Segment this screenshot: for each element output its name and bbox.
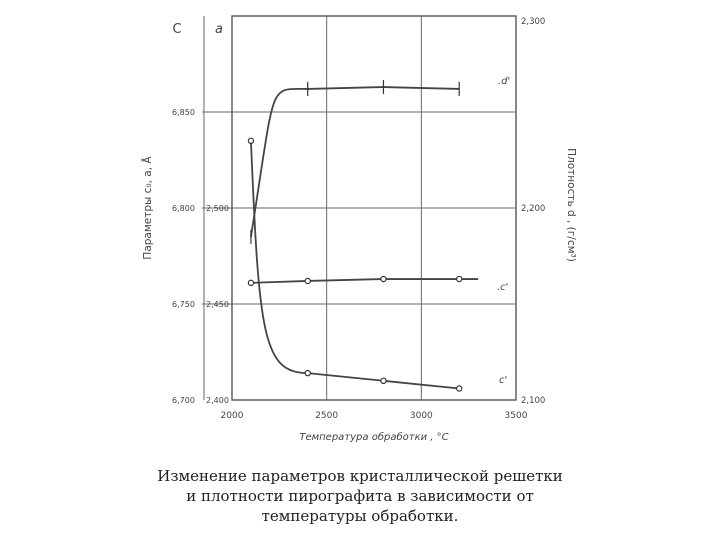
right-axis-title: Плотность d , (г/см³) — [565, 148, 577, 262]
data-point-a — [247, 279, 255, 287]
axes: 2000 2500 3000 3500 2,100 2,200 2,300 6,700 6,75… — [172, 15, 545, 421]
plot-frame — [231, 15, 517, 401]
data-point-c — [304, 369, 311, 377]
left-c-tick-label: 6,700 — [172, 396, 195, 405]
left-axis-title: Параметры с₀, а, Å — [141, 156, 154, 260]
x-tick-label: 2000 — [221, 411, 244, 421]
right-tick-label: 2,200 — [521, 204, 545, 214]
left-a-tick-label: 2,450 — [206, 300, 229, 309]
caption-line-2: и плотности пирографита в зависимости от — [186, 487, 534, 505]
data-point-a — [380, 275, 387, 283]
grid — [202, 16, 516, 400]
data-point-c — [247, 137, 255, 144]
series — [247, 80, 479, 392]
data-point-a — [456, 275, 463, 283]
left-axis-c-letter: C — [172, 22, 181, 37]
x-tick-label: 2500 — [315, 411, 338, 421]
left-c-tick-label: 6,750 — [172, 300, 195, 309]
left-c-tick-label: 6,850 — [172, 108, 195, 117]
data-point-c — [456, 385, 463, 392]
figure-caption: Изменение параметров кристаллической реш… — [150, 466, 570, 526]
x-tick-label: 3500 — [505, 411, 528, 421]
series-line-a — [250, 278, 479, 284]
right-tick-label: 2,100 — [521, 396, 545, 406]
series-line-d — [250, 86, 460, 237]
series-label-a: .c' — [497, 282, 508, 293]
left-a-tick-label: 2,400 — [206, 396, 229, 405]
left-c-tick-label: 6,800 — [172, 204, 195, 213]
series-label-d: .d' — [498, 76, 510, 87]
data-point-c — [380, 377, 387, 384]
caption-line-3: температуры обработки. — [261, 507, 459, 525]
caption-line-1: Изменение параметров кристаллической реш… — [157, 467, 563, 485]
data-point-a — [304, 277, 311, 285]
left-a-tick-label: 2,500 — [206, 204, 229, 213]
x-tick-label: 3000 — [410, 411, 433, 421]
left-axis-a-letter: a — [215, 22, 223, 37]
right-tick-label: 2,300 — [521, 17, 545, 27]
x-axis-label: Температура обработки , °С — [299, 431, 448, 443]
series-label-c: c' — [499, 375, 507, 386]
series-line-c — [250, 140, 460, 390]
